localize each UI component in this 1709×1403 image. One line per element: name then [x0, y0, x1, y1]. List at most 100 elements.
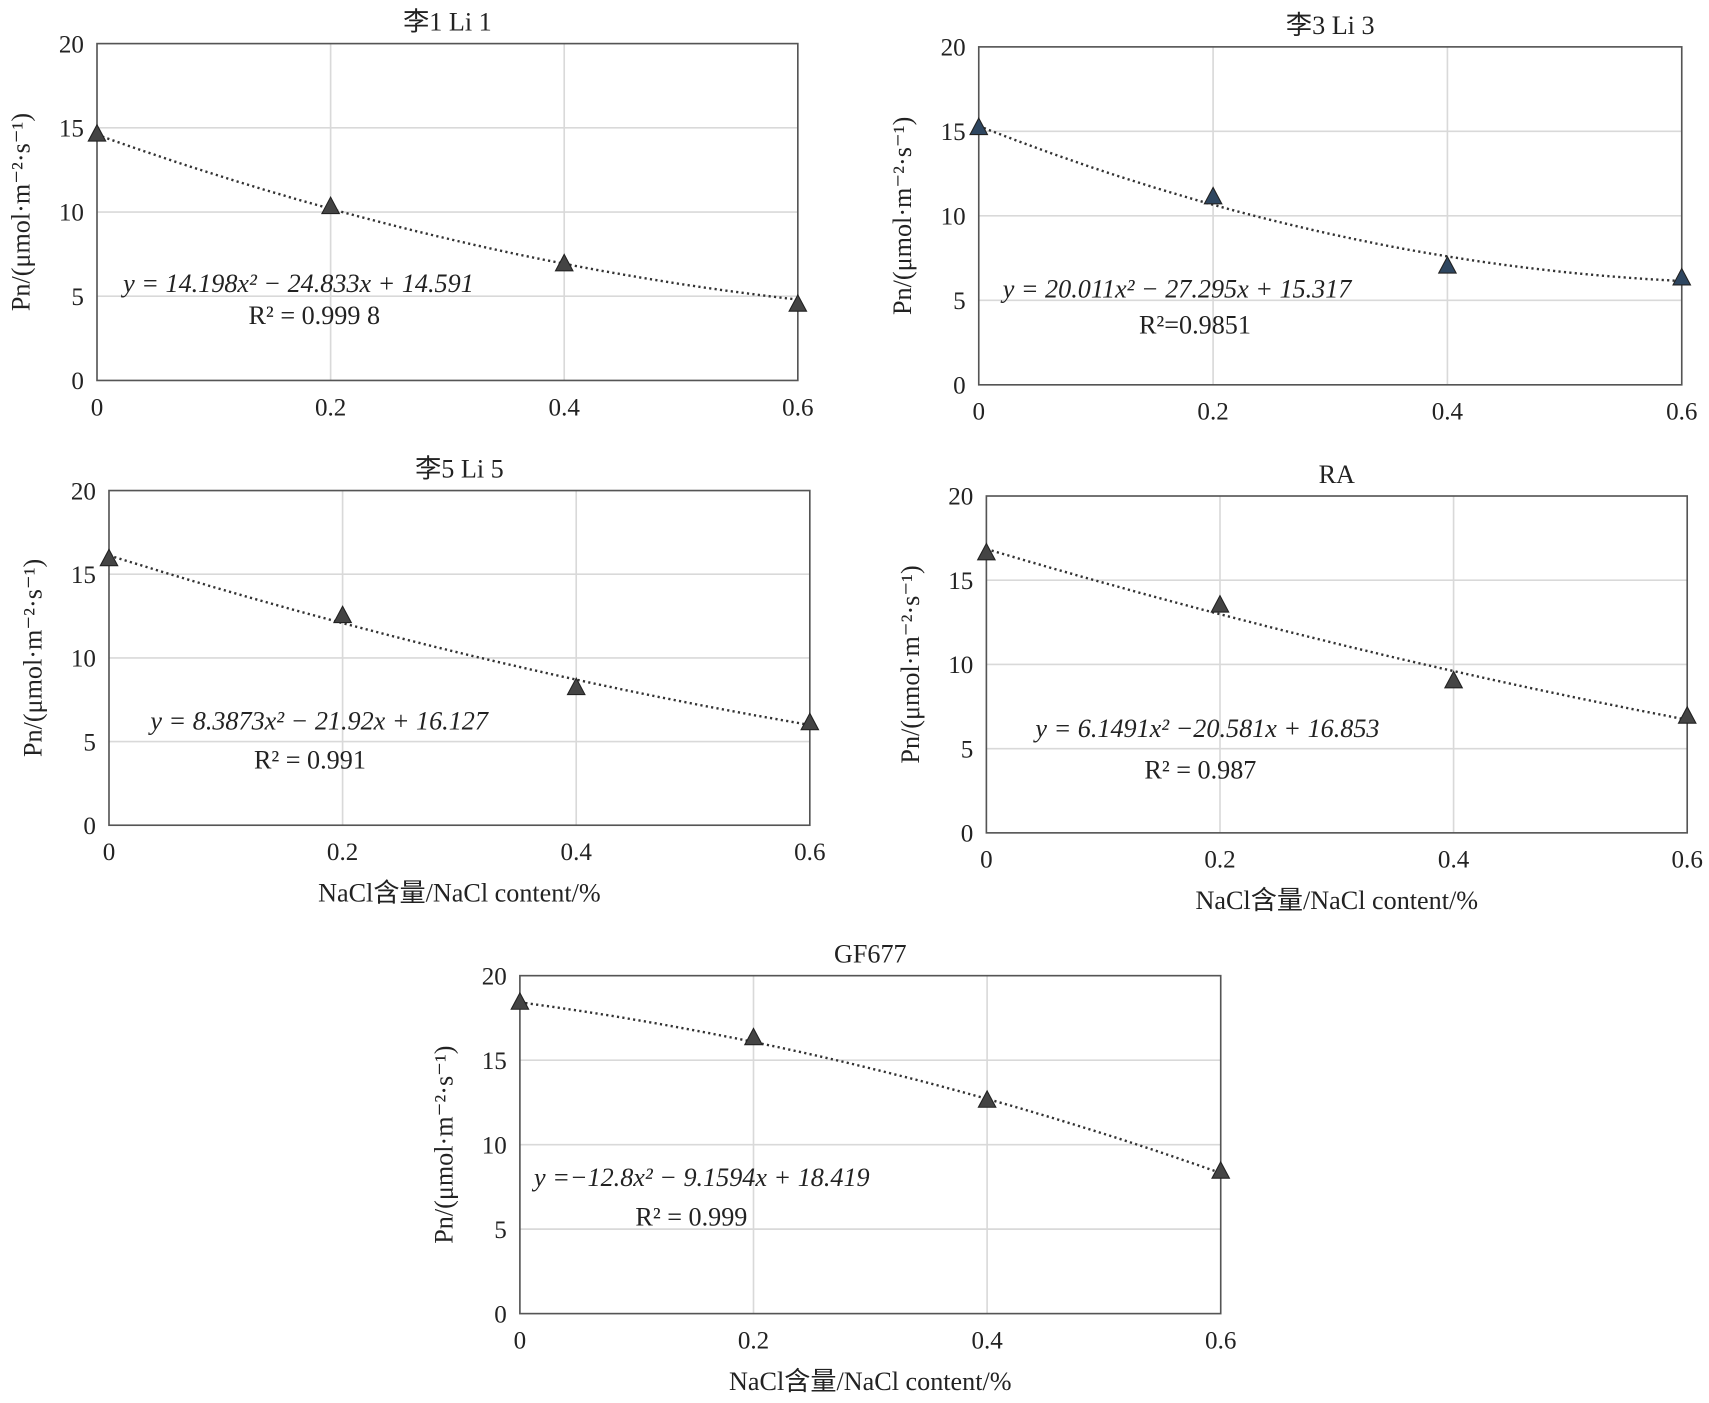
y-tick-label: 15 [941, 119, 966, 146]
y-tick-label: 0 [83, 813, 96, 840]
data-point-triangle [800, 712, 820, 731]
data-point-triangle [566, 677, 586, 696]
data-point-triangle [554, 253, 574, 272]
data-point-triangle [977, 1089, 997, 1108]
chart-title: 李3 Li 3 [1286, 11, 1375, 40]
x-tick-label: 0.4 [971, 1327, 1003, 1354]
x-tick-label: 0.2 [327, 839, 358, 866]
y-axis-label: Pn/(μmol·m⁻²·s⁻¹) [18, 559, 47, 757]
x-tick-label: 0.6 [1666, 399, 1697, 426]
data-point-triangle [1437, 255, 1458, 274]
data-point-triangle [1203, 186, 1223, 205]
data-point-triangle [1672, 267, 1692, 286]
y-tick-label: 5 [494, 1217, 507, 1244]
chart-panel-3: 0 5 10 15 20 0 0.2 0.4 0.6 RA y = 6.1491x² −20.581… [896, 460, 1703, 915]
y-tick-label: 10 [941, 204, 966, 231]
y-tick-label: 5 [83, 729, 96, 756]
x-tick-label: 0.4 [561, 839, 593, 866]
r-squared: R² = 0.999 [635, 1202, 747, 1231]
x-tick-label: 0.4 [1432, 399, 1464, 426]
y-tick-label: 20 [71, 478, 96, 505]
trend-equation: y = 20.011x² − 27.295x + 15.317 [1000, 275, 1353, 304]
y-tick-label: 0 [494, 1301, 507, 1328]
trendline [519, 1001, 1222, 1175]
chart-title: 李5 Li 5 [415, 454, 504, 483]
chart-title: GF677 [834, 940, 907, 969]
y-tick-label: 10 [71, 646, 96, 673]
trendline [978, 124, 1682, 283]
r-squared: R² = 0.991 [254, 746, 366, 775]
y-tick-label: 5 [71, 284, 84, 311]
r-squared: R²=0.9851 [1139, 311, 1251, 340]
trendline [986, 547, 1688, 721]
x-axis-label: NaCl含量/NaCl content/% [318, 879, 601, 908]
x-tick-label: 0 [514, 1327, 527, 1354]
data-point-triangle [1211, 1160, 1231, 1179]
y-tick-label: 10 [948, 652, 973, 679]
y-tick-label: 5 [961, 736, 974, 763]
data-point-triangle [1677, 705, 1697, 724]
x-tick-label: 0 [91, 394, 104, 421]
x-tick-label: 0.2 [1197, 399, 1228, 426]
y-tick-label: 20 [59, 31, 84, 58]
y-tick-label: 10 [59, 200, 84, 227]
plot-frame [96, 42, 799, 382]
y-tick-label: 10 [482, 1132, 507, 1159]
y-tick-label: 20 [948, 484, 973, 511]
y-tick-label: 0 [953, 373, 966, 400]
r-squared: R² = 0.987 [1144, 755, 1256, 784]
y-tick-label: 15 [948, 568, 973, 595]
x-tick-label: 0.4 [549, 394, 581, 421]
data-point-triangle [332, 605, 353, 624]
x-tick-label: 0.6 [1672, 847, 1703, 874]
plot-frame [977, 46, 1683, 386]
trend-equation: y = 8.3873x² − 21.92x + 16.127 [147, 706, 488, 735]
plot-frame [108, 489, 811, 827]
x-axis-label: NaCl含量/NaCl content/% [1196, 886, 1479, 915]
x-tick-label: 0 [103, 839, 116, 866]
plot-frame [985, 495, 1689, 834]
chart-panel-4: 0 5 10 15 20 0 0.2 0.4 0.6 GF677 y =−12.8x² − 9.15… [429, 940, 1236, 1396]
data-point-triangle [976, 542, 997, 561]
x-axis-label: NaCl含量/NaCl content/% [729, 1367, 1012, 1396]
x-tick-label: 0 [972, 399, 985, 426]
y-tick-label: 15 [482, 1048, 507, 1075]
data-point-triangle [320, 196, 341, 215]
y-tick-label: 0 [961, 821, 974, 848]
data-point-triangle [87, 123, 107, 142]
trend-equation: y = 14.198x² − 24.833x + 14.591 [120, 269, 474, 298]
x-tick-label: 0 [980, 847, 993, 874]
y-axis-label: Pn/(μmol·m⁻²·s⁻¹) [888, 117, 917, 315]
y-axis-label: Pn/(μmol·m⁻²·s⁻¹) [429, 1045, 458, 1243]
data-point-triangle [743, 1027, 764, 1046]
data-point-triangle [969, 117, 989, 136]
y-tick-label: 20 [941, 35, 966, 62]
chart-panel-0: 0 5 10 15 20 0 0.2 0.4 0.6 李1 Li 1 y = 14.198x² − … [6, 8, 813, 422]
x-tick-label: 0.2 [738, 1327, 769, 1354]
data-point-triangle [99, 548, 119, 567]
chart-panel-1: 0 5 10 15 20 0 0.2 0.4 0.6 李3 Li 3 y = 20.011x² − … [888, 11, 1697, 426]
x-tick-label: 0.2 [315, 394, 346, 421]
data-point-triangle [788, 293, 808, 312]
chart-title: 李1 Li 1 [403, 8, 492, 37]
r-squared: R² = 0.999 8 [249, 301, 381, 330]
x-tick-label: 0.4 [1438, 847, 1470, 874]
y-tick-label: 0 [71, 368, 84, 395]
data-point-triangle [510, 991, 530, 1010]
trendline [96, 133, 798, 301]
x-tick-label: 0.6 [782, 394, 813, 421]
plot-frame [519, 974, 1222, 1315]
trend-equation: y =−12.8x² − 9.1594x + 18.419 [531, 1163, 870, 1192]
trendline [108, 554, 811, 727]
y-tick-label: 15 [59, 116, 84, 143]
y-tick-label: 15 [71, 562, 96, 589]
y-axis-label: Pn/(μmol·m⁻²·s⁻¹) [6, 113, 35, 311]
chart-title: RA [1319, 460, 1355, 489]
y-tick-label: 5 [953, 288, 966, 315]
chart-panel-2: 0 5 10 15 20 0 0.2 0.4 0.6 李5 Li 5 y = 8.3873x² − … [18, 454, 825, 907]
x-tick-label: 0.2 [1204, 847, 1235, 874]
data-point-triangle [1210, 594, 1230, 613]
x-tick-label: 0.6 [794, 839, 825, 866]
y-tick-label: 20 [482, 963, 507, 990]
